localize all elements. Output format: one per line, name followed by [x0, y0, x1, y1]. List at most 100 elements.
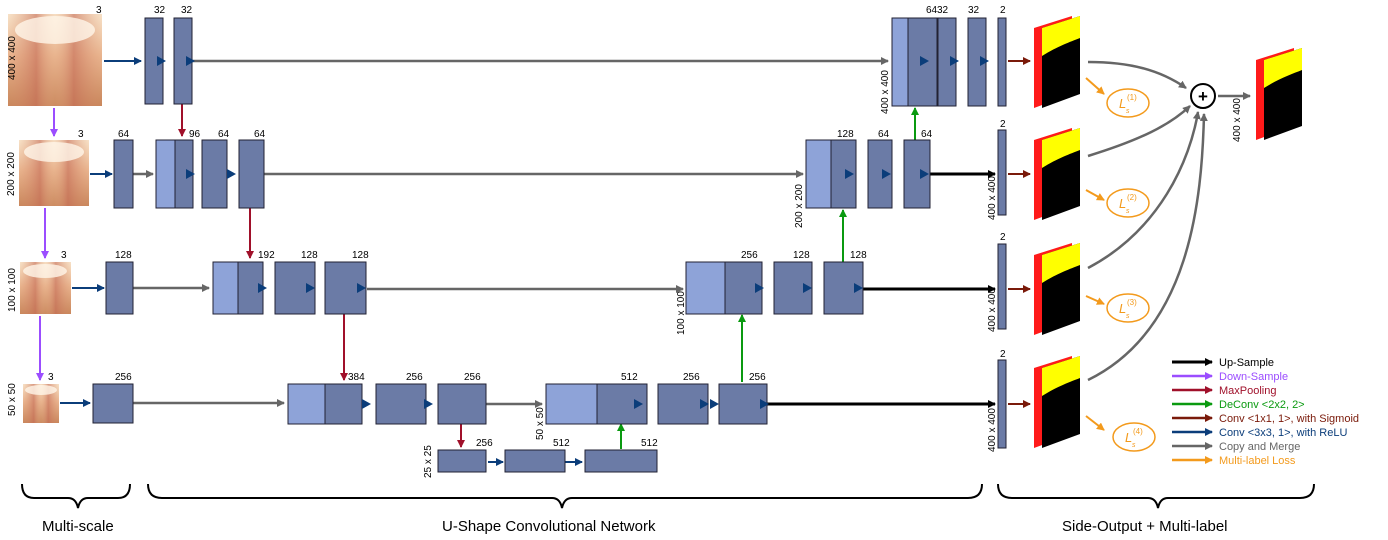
ch-in1: 3 — [96, 5, 102, 16]
conv-block-28 — [287, 383, 326, 425]
ch-r2so: 2 — [1000, 119, 1006, 130]
maxpool-arrows — [178, 104, 465, 448]
ch-r2a: 64 — [118, 129, 130, 140]
loss-node-1: L s (1) — [1106, 88, 1150, 118]
conv-block-10 — [201, 139, 228, 209]
conv-block-6 — [997, 17, 1007, 107]
loss-2-symbol: L — [1119, 196, 1126, 211]
input-image-200 — [19, 140, 89, 206]
legend-label-3: DeConv <2x2, 2> — [1219, 399, 1305, 411]
size-label-25: 25 x 25 — [423, 445, 434, 478]
sigmoid-arrows — [1008, 57, 1031, 408]
ch-r2c: 64 — [218, 129, 230, 140]
input-image-100 — [20, 262, 71, 314]
size-label-200-input: 200 x 200 — [6, 152, 17, 196]
loss-4-index: (4) — [1133, 427, 1143, 436]
caption-unet: U-Shape Convolutional Network — [442, 518, 656, 535]
conv-block-29 — [324, 383, 363, 425]
ch-in4: 3 — [48, 372, 54, 383]
size-label-400-side4: 400 x 400 — [987, 408, 998, 452]
legend-label-1: Down-Sample — [1219, 371, 1288, 383]
conv-arrowhead-4 — [980, 56, 989, 66]
caption-multi-scale: Multi-scale — [42, 518, 114, 535]
loss-2-index: (2) — [1127, 193, 1137, 202]
legend-label-5: Conv <3x3, 1>, with ReLU — [1219, 427, 1347, 439]
ch-r4a: 256 — [115, 372, 132, 383]
conv-arrowhead-6 — [227, 169, 236, 179]
up-sample-arrows — [767, 170, 996, 408]
loss-4-sub: s — [1132, 442, 1136, 449]
conv-arrowhead-15 — [854, 283, 863, 293]
conv-block-38 — [504, 449, 566, 473]
side-output-map-4 — [1034, 356, 1080, 448]
ch-r3so: 2 — [1000, 232, 1006, 243]
loss-2-sub: s — [1126, 208, 1130, 215]
size-label-400-side3: 400 x 400 — [987, 288, 998, 332]
ch-r3c: 128 — [301, 250, 318, 261]
legend-label-7: Multi-label Loss — [1219, 455, 1296, 467]
fused-output-map — [1256, 48, 1302, 140]
copy-merge-arrows — [133, 57, 889, 408]
side-output-map-1 — [1034, 16, 1080, 108]
size-label-100-input: 100 x 100 — [7, 268, 18, 312]
braces — [21, 483, 1315, 509]
ch-r3f: 128 — [793, 250, 810, 261]
ch-r2g: 64 — [921, 129, 933, 140]
conv-arrowhead-9 — [920, 169, 929, 179]
legend-label-6: Copy and Merge — [1219, 441, 1300, 453]
ch-r5b: 512 — [553, 438, 570, 449]
loss-3-index: (3) — [1127, 298, 1137, 307]
conv-block-17 — [105, 261, 134, 315]
conv-block-39 — [584, 449, 658, 473]
conv-arrowhead-21 — [760, 399, 769, 409]
ch-r4f: 256 — [683, 372, 700, 383]
conv-block-32 — [545, 383, 598, 425]
conv-block-7 — [113, 139, 134, 209]
ch-r4so: 2 — [1000, 349, 1006, 360]
loss-1-symbol: L — [1119, 96, 1126, 111]
ch-r3g: 128 — [850, 250, 867, 261]
conv-arrowhead-3 — [950, 56, 959, 66]
channel-labels: 3 32 32 64 32 32 2 3 64 96 64 64 128 64 … — [48, 5, 1006, 449]
conv-block-31 — [437, 383, 487, 425]
loss-1-index: (1) — [1127, 93, 1137, 102]
conv-block-16 — [997, 129, 1007, 216]
brace-side-output — [997, 483, 1315, 509]
block-layer — [92, 17, 1007, 473]
ch-r3b: 192 — [258, 250, 275, 261]
legend-label-2: MaxPooling — [1219, 385, 1276, 397]
ch-r4c: 256 — [406, 372, 423, 383]
conv-arrowhead-14 — [803, 283, 812, 293]
ch-r4b: 384 — [348, 372, 365, 383]
ch-r4d: 256 — [464, 372, 481, 383]
conv-arrowhead-11 — [306, 283, 315, 293]
deconv-arrows — [617, 107, 919, 449]
conv-block-27 — [92, 383, 134, 424]
conv-arrowhead-12 — [357, 283, 366, 293]
caption-side-output: Side-Output + Multi-label — [1062, 518, 1228, 535]
ch-r1e: 32 — [937, 5, 949, 16]
conv-block-36 — [997, 359, 1007, 449]
conv-block-12 — [805, 139, 832, 209]
fusion-symbol: + — [1198, 87, 1208, 106]
size-label-400-side2: 400 x 400 — [987, 176, 998, 220]
fusion-node: + — [1190, 83, 1216, 109]
conv-block-11 — [238, 139, 265, 209]
ch-r2d: 64 — [254, 129, 266, 140]
side-output-map-2 — [1034, 128, 1080, 220]
ch-r4e: 512 — [621, 372, 638, 383]
ch-r5a: 256 — [476, 438, 493, 449]
ch-in3: 3 — [61, 250, 67, 261]
input-image-50 — [23, 384, 59, 423]
conv-arrowhead-5 — [186, 169, 195, 179]
legend-label-4: Conv <1x1, 1>, with Sigmoid — [1219, 413, 1359, 425]
conv-block-24 — [773, 261, 813, 315]
ch-in2: 3 — [78, 129, 84, 140]
loss-3-symbol: L — [1119, 301, 1126, 316]
loss-1-sub: s — [1126, 108, 1130, 115]
size-label-50-input: 50 x 50 — [7, 383, 18, 416]
ch-r1d: 64 — [926, 5, 938, 16]
conv-block-35 — [718, 383, 768, 425]
conv-arrowhead-2 — [920, 56, 929, 66]
